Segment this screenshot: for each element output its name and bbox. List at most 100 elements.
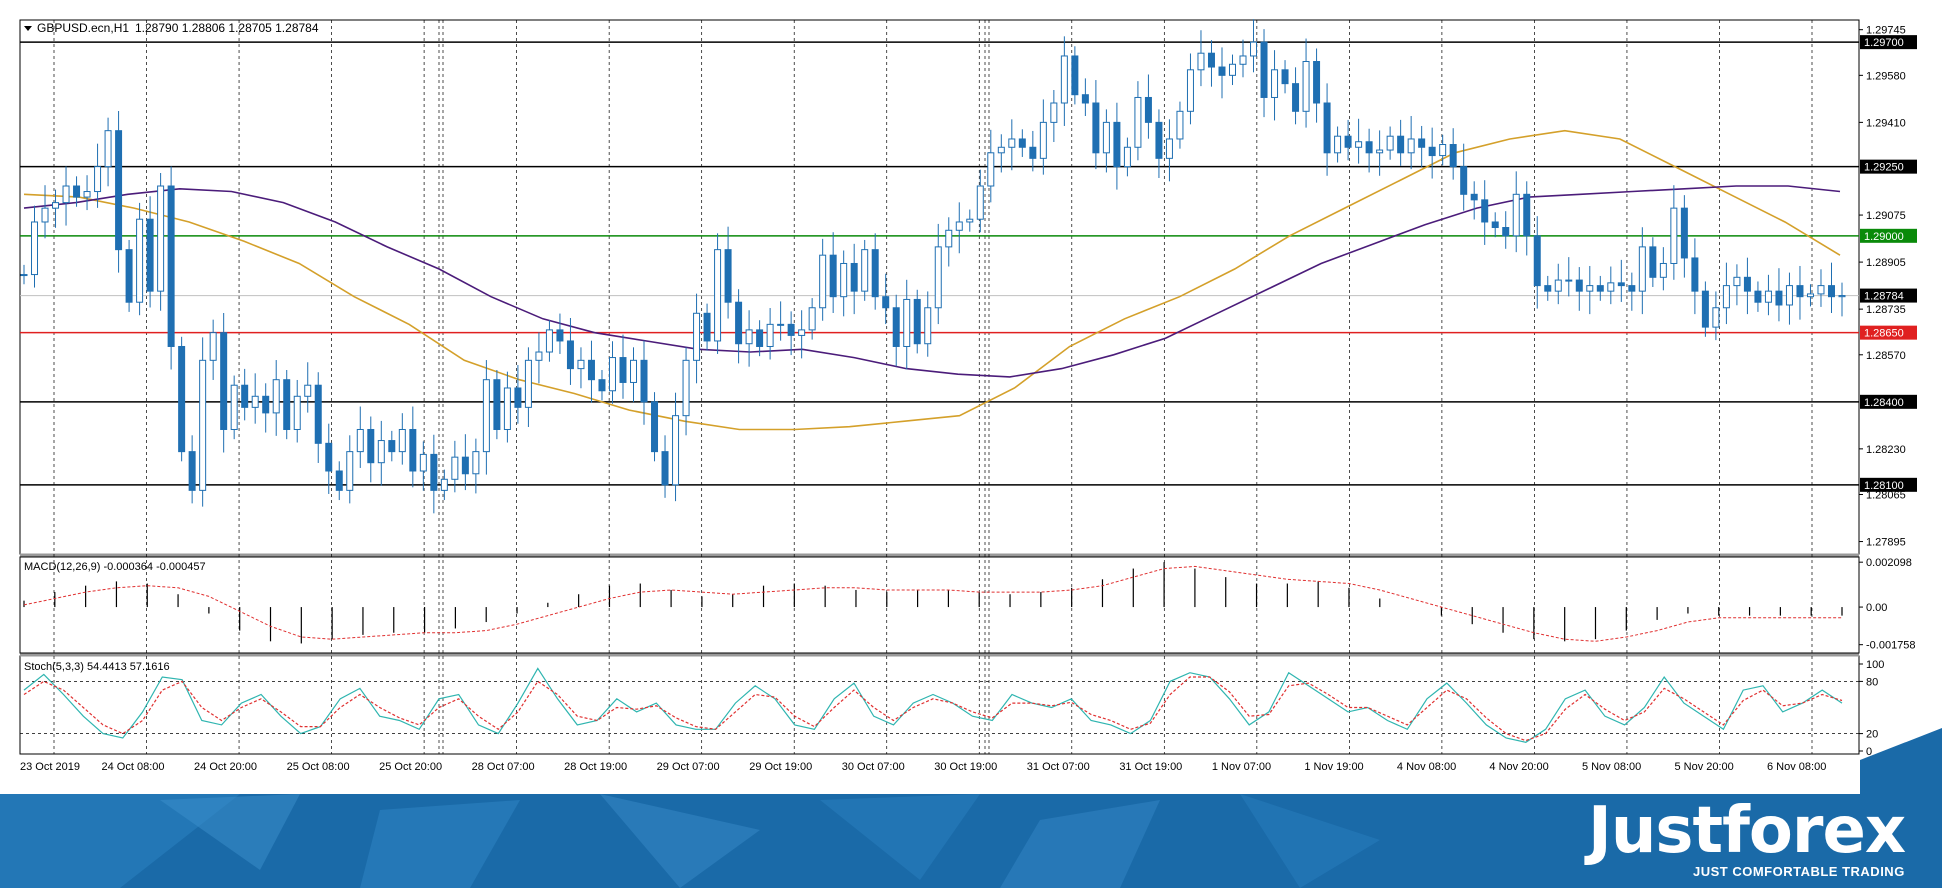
candle-bull xyxy=(997,146,1005,154)
candle-bull xyxy=(1764,290,1772,303)
stoch-tick-label: 80 xyxy=(1866,676,1878,688)
candle-bull xyxy=(1638,246,1646,292)
time-tick-label: 29 Oct 19:00 xyxy=(749,761,812,773)
candle-bull xyxy=(1512,193,1520,237)
candle-bear xyxy=(829,254,837,298)
price-tick-label: 1.28570 xyxy=(1866,350,1906,362)
candle-bull xyxy=(630,359,638,383)
candle-bear xyxy=(335,470,343,491)
price-tick-label: 1.29580 xyxy=(1866,70,1906,82)
candle-bear xyxy=(619,357,627,383)
candle-bear xyxy=(125,249,133,303)
candle-bull xyxy=(745,329,753,345)
candle-bear xyxy=(850,262,858,292)
stoch-panel-frame xyxy=(19,655,1860,755)
candle-bear xyxy=(1365,141,1373,154)
candle-bear xyxy=(1775,290,1783,306)
candle-bear xyxy=(1628,285,1636,292)
collapse-triangle-icon[interactable] xyxy=(24,26,32,31)
candle-bear xyxy=(115,130,123,251)
candle-bull xyxy=(1785,285,1793,306)
level-tag-label: 1.28100 xyxy=(1864,480,1904,492)
candle-bull xyxy=(524,359,532,408)
candle-bull xyxy=(577,359,585,370)
price-tick-label: 1.28230 xyxy=(1866,444,1906,456)
candlesticks xyxy=(20,19,1846,514)
candle-bull xyxy=(903,298,911,347)
candle-bear xyxy=(556,329,564,342)
candle-bull xyxy=(1712,307,1720,328)
candle-bull xyxy=(608,357,616,392)
level-tag-label: 1.29250 xyxy=(1864,162,1904,174)
candle-bull xyxy=(1039,121,1047,159)
vertical-grid xyxy=(53,20,1813,754)
candle-bear xyxy=(314,384,322,444)
price-tick-label: 1.29075 xyxy=(1866,210,1906,222)
candle-bear xyxy=(409,428,417,472)
candle-bear xyxy=(1344,135,1352,148)
candle-bear xyxy=(1796,285,1804,298)
candle-bear xyxy=(871,249,879,298)
candle-bull xyxy=(1806,293,1814,298)
candle-bear xyxy=(73,185,81,198)
candle-bear xyxy=(651,401,659,453)
candle-bear xyxy=(1575,279,1583,292)
horizontal-levels xyxy=(20,41,1859,486)
candle-bear xyxy=(1649,246,1657,278)
candle-bear xyxy=(892,307,900,347)
time-tick-label: 1 Nov 07:00 xyxy=(1212,761,1271,773)
price-tick-label: 1.28905 xyxy=(1866,257,1906,269)
stochastic-indicator: 100 80 20 0 xyxy=(20,659,1884,758)
candle-bull xyxy=(83,191,91,198)
time-tick-label: 28 Oct 07:00 xyxy=(472,761,535,773)
candle-bear xyxy=(566,340,574,370)
candle-bear xyxy=(188,451,196,491)
candle-bull xyxy=(272,379,280,414)
candle-bull xyxy=(955,221,963,231)
price-tick-label: 1.28735 xyxy=(1866,304,1906,316)
candle-bull xyxy=(1659,262,1667,278)
candle-bear xyxy=(724,249,732,303)
candle-bear xyxy=(1281,69,1289,85)
candle-bull xyxy=(1123,146,1131,168)
candle-bull xyxy=(714,249,722,342)
candle-bear xyxy=(640,359,648,403)
candle-bull xyxy=(693,312,701,361)
ohlc-values: 1.28790 1.28806 1.28705 1.28784 xyxy=(135,21,319,35)
candle-bull xyxy=(1228,63,1236,76)
candle-bear xyxy=(1827,285,1835,298)
candle-bull xyxy=(1334,135,1342,154)
candle-bull xyxy=(861,249,869,292)
macd-label: MACD(12,26,9) -0.000364 -0.000457 xyxy=(24,561,206,573)
candle-bear xyxy=(493,379,501,430)
time-tick-label: 25 Oct 08:00 xyxy=(287,761,350,773)
stoch-tick-label: 100 xyxy=(1866,659,1884,671)
candle-bull xyxy=(472,451,480,475)
candle-bull xyxy=(293,395,301,430)
candle-bull xyxy=(976,185,984,220)
candle-bear xyxy=(882,296,890,309)
level-tag-label: 1.28784 xyxy=(1864,291,1904,303)
candle-bear xyxy=(787,323,795,336)
time-tick-label: 30 Oct 19:00 xyxy=(934,761,997,773)
level-tag-label: 1.28650 xyxy=(1864,328,1904,340)
time-tick-label: 4 Nov 20:00 xyxy=(1489,761,1548,773)
candle-bull xyxy=(672,415,680,486)
candle-bull xyxy=(1407,138,1415,154)
candle-bull xyxy=(94,166,102,193)
level-tag-bg xyxy=(1860,35,1917,50)
level-tag-bg xyxy=(1860,325,1917,340)
candle-bull xyxy=(808,307,816,331)
macd-tick-label: 0.00 xyxy=(1866,602,1887,614)
candle-bear xyxy=(220,332,228,430)
candle-bull xyxy=(1565,279,1573,282)
candle-bull xyxy=(304,384,312,397)
brand-tagline: JUST COMFORTABLE TRADING xyxy=(1693,864,1905,879)
candle-bear xyxy=(1680,207,1688,259)
candle-bull xyxy=(1060,55,1068,104)
candle-bull xyxy=(1817,285,1825,295)
candle-bear xyxy=(1428,146,1436,157)
level-tag-label: 1.29000 xyxy=(1864,231,1904,243)
candle-bear xyxy=(1691,257,1699,292)
level-tag-label: 1.29700 xyxy=(1864,37,1904,49)
